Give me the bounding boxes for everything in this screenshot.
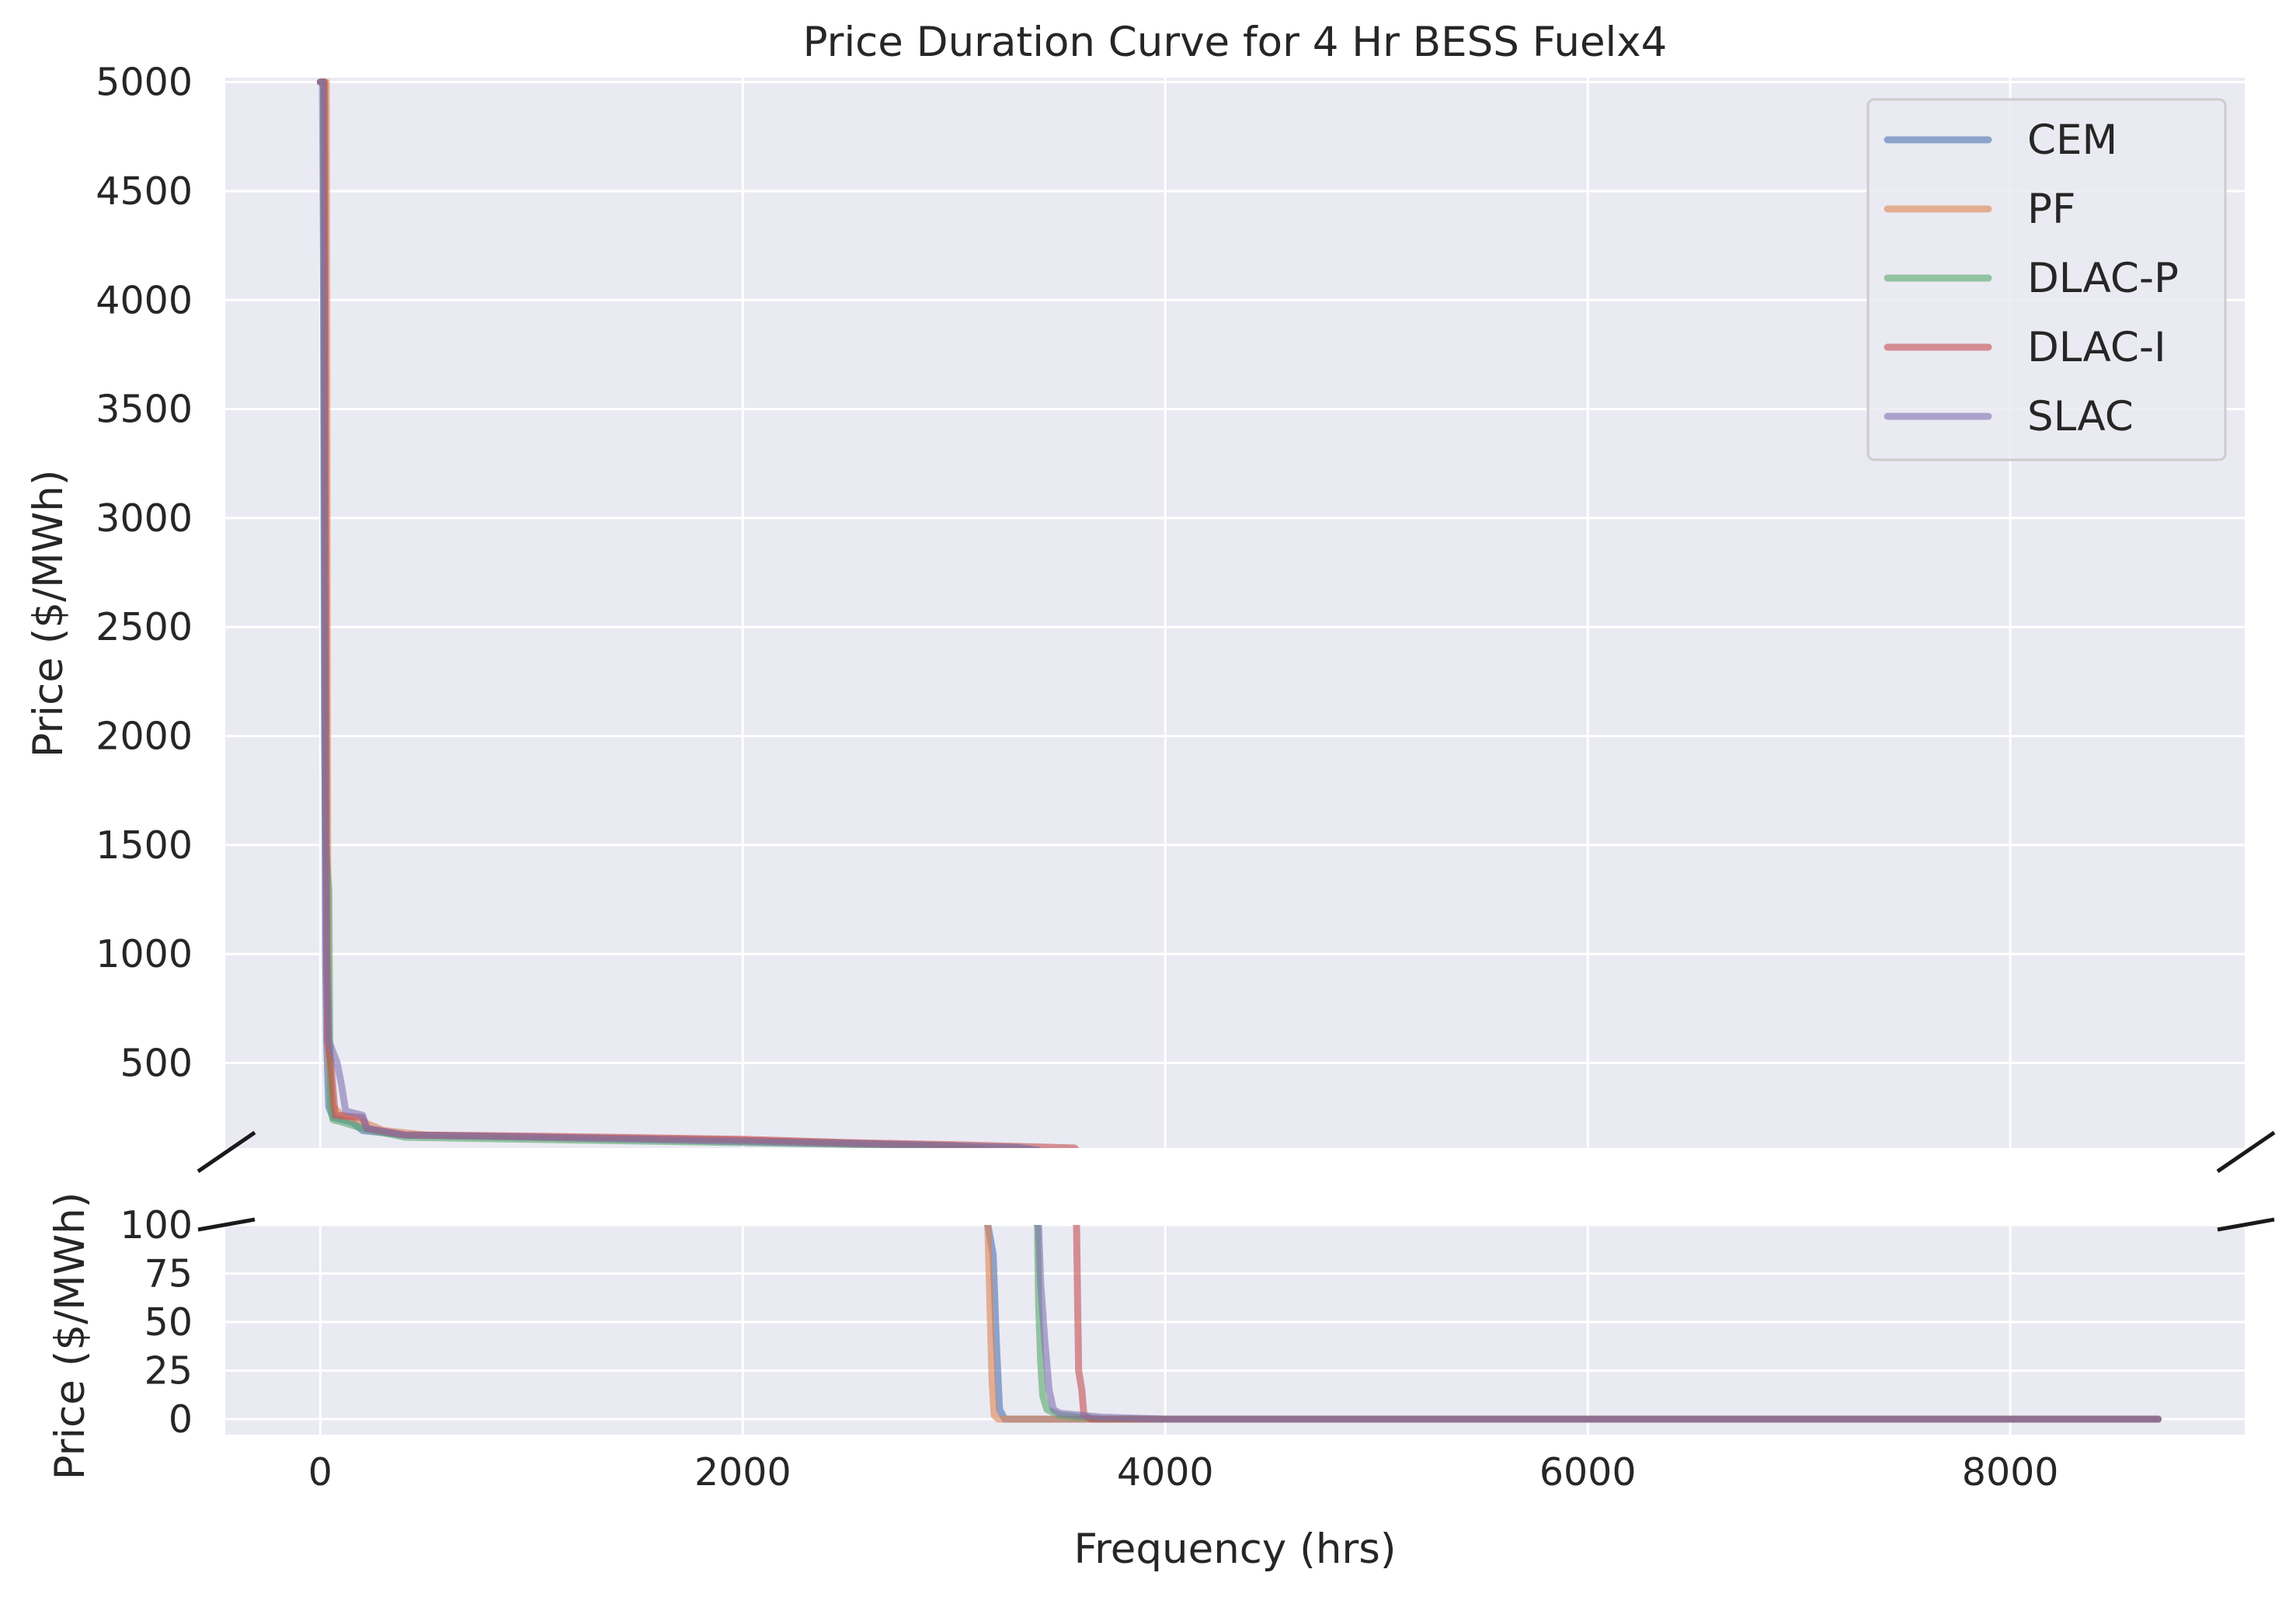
top-panel-plot-area — [316, 78, 1080, 1148]
top-y-axis-label: Price ($/MWh) — [25, 470, 72, 758]
series-line-top-slac — [316, 78, 1042, 1148]
y-tick-label-top: 3500 — [96, 388, 193, 432]
series-line-bottom-cem — [983, 1225, 2162, 1423]
y-tick-label-top: 2000 — [96, 715, 193, 759]
x-axis-label: Frequency (hrs) — [1074, 1526, 1397, 1573]
break-mark-bottom-left — [197, 1217, 256, 1232]
x-tick-label: 2000 — [694, 1450, 791, 1494]
legend-label-pf: PF — [2027, 186, 2075, 233]
legend: CEM PF DLAC-P DLAC-I SLAC — [1866, 98, 2227, 461]
y-tick-label-bottom: 25 — [144, 1349, 193, 1393]
x-tick-labels: 0 2000 4000 6000 8000 — [308, 1450, 2059, 1494]
y-tick-label-bottom: 50 — [144, 1300, 193, 1345]
bottom-panel-background — [225, 1225, 2245, 1435]
chart-title: Price Duration Curve for 4 Hr BESS Fuelx… — [803, 19, 1668, 66]
x-tick-label: 0 — [308, 1450, 332, 1494]
break-mark-top-left — [197, 1130, 256, 1174]
y-tick-label-top: 1500 — [96, 823, 193, 868]
axis-break-marks — [197, 1130, 2276, 1232]
top-panel-grid — [225, 78, 2245, 1148]
y-tick-label-bottom: 100 — [120, 1203, 193, 1247]
y-tick-label-top: 1000 — [96, 932, 193, 976]
y-tick-label-top: 5000 — [96, 61, 193, 105]
legend-label-cem: CEM — [2027, 117, 2117, 164]
series-line-bottom-dlac-p — [1032, 1225, 2162, 1423]
y-tick-label-bottom: 75 — [144, 1252, 193, 1296]
x-tick-label: 8000 — [1962, 1450, 2059, 1494]
break-mark-bottom-right — [2217, 1217, 2275, 1232]
series-line-bottom-pf — [983, 1225, 2162, 1423]
y-tick-label-top: 4500 — [96, 169, 193, 214]
y-tick-label-top: 500 — [120, 1042, 193, 1086]
series-line-bottom-dlac-i — [1073, 1225, 2162, 1423]
break-mark-top-right — [2216, 1130, 2276, 1174]
series-line-bottom-slac — [1034, 1225, 2162, 1423]
y-tick-label-top: 2500 — [96, 605, 193, 649]
x-tick-label: 6000 — [1539, 1450, 1637, 1494]
top-y-tick-labels: 500 1000 1500 2000 2500 3000 3500 4000 4500 5000 — [96, 61, 193, 1086]
x-tick-label: 4000 — [1117, 1450, 1214, 1494]
y-tick-label-bottom: 0 — [169, 1397, 193, 1442]
bottom-y-axis-label: Price ($/MWh) — [47, 1192, 94, 1480]
y-tick-label-top: 3000 — [96, 496, 193, 541]
bottom-panel-plot-area — [983, 1225, 2162, 1423]
y-tick-label-top: 4000 — [96, 278, 193, 322]
legend-box — [1866, 98, 2227, 461]
legend-label-slac: SLAC — [2027, 393, 2134, 440]
legend-label-dlac-i: DLAC-I — [2027, 324, 2166, 371]
legend-label-dlac-p: DLAC-P — [2027, 255, 2179, 302]
